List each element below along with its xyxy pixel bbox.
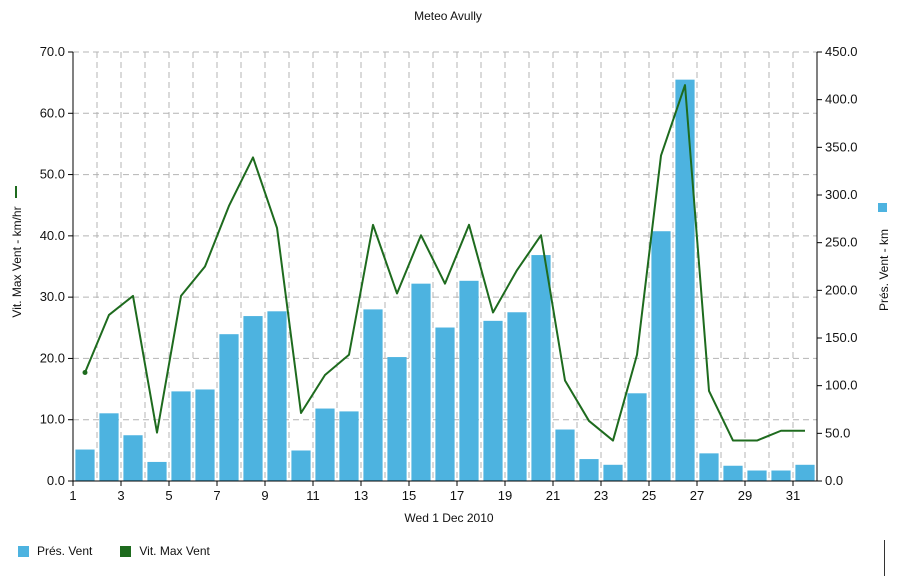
x-tick-label: 1 xyxy=(69,488,76,503)
legend-label-pres-vent: Prés. Vent xyxy=(37,544,93,558)
y-right-tick-label: 0.0 xyxy=(825,473,843,488)
x-tick-label: 19 xyxy=(498,488,512,503)
y-right-tick-labels: 0.0 50.0 100.0 150.0 200.0 250.0 300.0 350.0 400… xyxy=(817,44,858,488)
y-right-tick-label: 300.0 xyxy=(825,187,858,202)
y-left-tick-label: 30.0 xyxy=(40,289,65,304)
x-tick-labels: 1 3 5 7 9 11 13 15 17 19 21 23 25 27 29 31 xyxy=(69,481,800,503)
y-right-tick-label: 250.0 xyxy=(825,235,858,250)
line-vit-max-vent xyxy=(84,84,805,442)
axes xyxy=(72,52,818,482)
bar-pres-vent xyxy=(315,408,335,481)
line-start-point xyxy=(82,370,88,376)
y-right-tick-label: 100.0 xyxy=(825,378,858,393)
x-tick-label: 29 xyxy=(738,488,752,503)
y-left-tick-label: 60.0 xyxy=(40,105,65,120)
x-tick-label: 25 xyxy=(642,488,656,503)
bar-pres-vent xyxy=(555,429,575,481)
y-right-tick-label: 450.0 xyxy=(825,44,858,59)
edge-mark xyxy=(884,540,885,576)
x-tick-label: 7 xyxy=(213,488,220,503)
x-tick-label: 11 xyxy=(306,488,320,503)
y-left-tick-label: 70.0 xyxy=(40,44,65,59)
bar-pres-vent xyxy=(195,389,215,481)
bar-pres-vent xyxy=(123,435,143,481)
x-tick-label: 17 xyxy=(450,488,464,503)
legend-item-pres-vent: Prés. Vent xyxy=(18,544,92,558)
x-tick-label: 13 xyxy=(354,488,368,503)
x-axis-label: Wed 1 Dec 2010 xyxy=(404,511,493,525)
bar-pres-vent xyxy=(99,413,119,481)
bar-pres-vent xyxy=(627,393,647,481)
y-right-axis-title: Prés. Vent - km xyxy=(877,203,891,311)
line-series xyxy=(82,84,805,442)
y-right-tick-label: 50.0 xyxy=(825,425,850,440)
chart-title: Meteo Avully xyxy=(414,9,482,23)
legend-label-vit-max-vent: Vit. Max Vent xyxy=(139,544,210,558)
x-tick-label: 9 xyxy=(261,488,268,503)
bar-pres-vent xyxy=(219,334,239,481)
x-tick-label: 23 xyxy=(594,488,608,503)
legend: Prés. Vent Vit. Max Vent xyxy=(18,544,238,558)
bar-pres-vent xyxy=(603,464,623,481)
x-tick-label: 15 xyxy=(402,488,416,503)
y-right-tick-label: 150.0 xyxy=(825,330,858,345)
x-tick-label: 5 xyxy=(165,488,172,503)
x-tick-label: 21 xyxy=(546,488,560,503)
bar-pres-vent xyxy=(795,464,815,481)
y-right-tick-label: 200.0 xyxy=(825,282,858,297)
y-left-tick-labels: 0.0 10.0 20.0 30.0 40.0 50.0 60.0 70.0 xyxy=(40,44,73,488)
x-tick-label: 31 xyxy=(786,488,800,503)
x-tick-label: 27 xyxy=(690,488,704,503)
bars-series xyxy=(75,79,815,481)
bar-pres-vent xyxy=(771,470,791,481)
y-left-axis-label: Vit. Max Vent - km/hr xyxy=(10,206,24,317)
bar-pres-vent xyxy=(747,470,767,481)
bar-pres-vent xyxy=(483,320,503,481)
y-left-axis-title: Vit. Max Vent - km/hr xyxy=(10,186,24,318)
bar-pres-vent xyxy=(411,283,431,481)
bar-pres-vent xyxy=(363,309,383,481)
bar-pres-vent xyxy=(243,316,263,481)
bar-pres-vent xyxy=(75,449,95,481)
bar-pres-vent xyxy=(267,311,287,481)
bar-pres-vent xyxy=(579,459,599,481)
y-right-axis-label: Prés. Vent - km xyxy=(877,229,891,311)
y-right-legend-swatch xyxy=(878,203,887,212)
x-tick-label: 3 xyxy=(117,488,124,503)
bar-pres-vent xyxy=(675,79,695,481)
legend-swatch-vit-max-vent xyxy=(120,545,132,557)
bar-pres-vent xyxy=(387,357,407,481)
y-left-tick-label: 20.0 xyxy=(40,350,65,365)
legend-swatch-pres-vent xyxy=(18,545,29,557)
y-left-tick-label: 10.0 xyxy=(40,412,65,427)
y-left-tick-label: 50.0 xyxy=(40,167,65,182)
y-right-tick-label: 400.0 xyxy=(825,92,858,107)
bar-pres-vent xyxy=(459,280,479,481)
bar-pres-vent xyxy=(651,231,671,481)
bar-pres-vent xyxy=(435,327,455,481)
y-left-tick-label: 40.0 xyxy=(40,228,65,243)
y-left-tick-label: 0.0 xyxy=(47,473,65,488)
bar-pres-vent xyxy=(339,411,359,481)
bar-pres-vent xyxy=(507,312,527,481)
y-right-tick-label: 350.0 xyxy=(825,139,858,154)
legend-item-vit-max-vent: Vit. Max Vent xyxy=(120,544,210,558)
bar-pres-vent xyxy=(723,465,743,481)
bar-pres-vent xyxy=(699,453,719,481)
bar-pres-vent xyxy=(291,450,311,481)
bar-pres-vent xyxy=(171,391,191,481)
bar-pres-vent xyxy=(531,255,551,481)
bar-pres-vent xyxy=(147,461,167,481)
